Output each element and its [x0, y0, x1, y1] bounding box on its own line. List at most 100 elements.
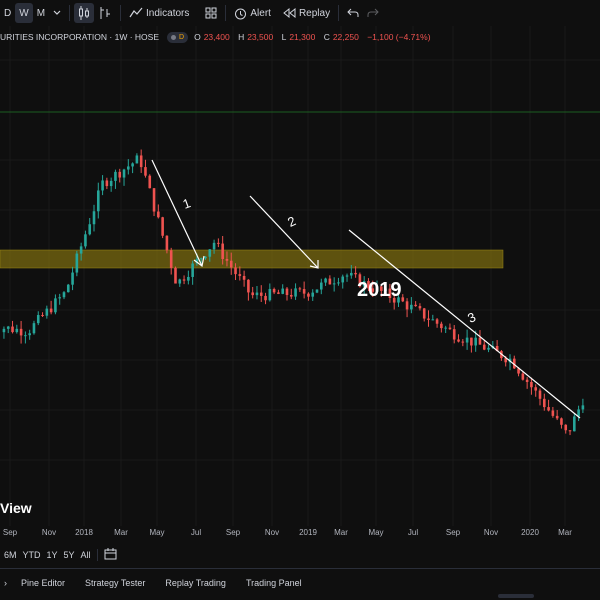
candle-body	[92, 211, 96, 225]
candle-body	[96, 190, 100, 212]
interval-month-button[interactable]: M	[36, 7, 46, 19]
compare-date-icon[interactable]	[104, 548, 118, 562]
toolbar-divider	[120, 5, 122, 21]
time-axis-label: May	[368, 528, 384, 537]
trend-drawings[interactable]	[151, 159, 581, 419]
bottom-panel-tabs: › Pine Editor Strategy Tester Replay Tra…	[0, 568, 600, 596]
ohlc-values: O 23,400 H 23,500 L 21,300 C 22,250 −1,100 (…	[194, 32, 433, 42]
candle-body	[397, 297, 400, 303]
status-dot-icon	[171, 34, 176, 40]
candle-body	[521, 373, 525, 380]
candle-body	[58, 297, 61, 299]
status-badge[interactable]: D	[167, 31, 189, 43]
candle-body	[542, 398, 546, 408]
candle-body	[131, 163, 134, 167]
candle-body	[174, 267, 177, 284]
symbol-title[interactable]: URITIES INCORPORATION · 1W · HOSE	[0, 32, 159, 42]
candle-body	[148, 175, 152, 189]
candle-body	[367, 281, 370, 289]
range-6m-button[interactable]: 6M	[4, 550, 17, 560]
candle-body	[414, 304, 417, 307]
change-value: −1,100 (−4.71%)	[367, 32, 431, 42]
candle-body	[6, 326, 10, 329]
candle-body	[337, 282, 340, 284]
interval-day-button[interactable]: D	[4, 7, 12, 19]
candles-group	[2, 149, 585, 436]
tab-trading-panel[interactable]: Trading Panel	[245, 577, 302, 588]
date-range-bar: 6M YTD 1Y 5Y All	[0, 546, 118, 564]
tab-pine-editor[interactable]: Pine Editor	[21, 577, 66, 588]
wave-2-trendline[interactable]	[249, 195, 319, 269]
interval-week-button[interactable]: W	[15, 3, 33, 23]
range-ytd-button[interactable]: YTD	[22, 550, 41, 560]
candle-body	[114, 171, 117, 181]
support-zone[interactable]	[0, 249, 504, 269]
candle-body	[195, 258, 199, 264]
redo-icon[interactable]	[363, 3, 383, 23]
candle-body	[551, 410, 555, 416]
year-annotation[interactable]: 2019	[357, 279, 402, 301]
candle-body	[457, 339, 460, 342]
candle-body	[199, 258, 203, 260]
tab-replay-trading[interactable]: Replay Trading	[165, 577, 226, 588]
candle-body	[564, 424, 568, 431]
wave-1-arrowhead	[193, 255, 205, 268]
low-value: 21,300	[289, 32, 316, 42]
candle-body	[405, 301, 409, 310]
candle-body	[444, 327, 447, 329]
wave-3-trendline[interactable]	[348, 229, 581, 419]
wave-1-trendline[interactable]	[151, 159, 203, 267]
candle-body	[161, 217, 164, 236]
candle-body	[517, 368, 520, 374]
candle-body	[311, 292, 315, 297]
candle-body	[178, 279, 182, 284]
candle-body	[568, 430, 572, 432]
candle-body	[431, 319, 435, 321]
candle-body	[19, 328, 23, 336]
candle-body	[84, 234, 87, 247]
candles-icon[interactable]	[74, 3, 95, 23]
candle-body	[127, 166, 130, 170]
close-value: 22,250	[332, 32, 359, 42]
candle-body	[75, 253, 79, 273]
candle-body	[345, 275, 349, 277]
candle-body	[328, 278, 332, 285]
candle-body	[62, 292, 66, 298]
candle-body	[448, 327, 452, 330]
candle-body	[122, 169, 126, 178]
panel-resize-handle[interactable]	[498, 594, 534, 598]
candle-body	[354, 272, 357, 275]
tab-strategy-tester[interactable]: Strategy Tester	[85, 577, 146, 588]
range-all-button[interactable]: All	[80, 550, 91, 560]
indicators-button[interactable]: Indicators	[125, 3, 193, 23]
time-axis-label: Mar	[558, 528, 572, 537]
low-key: L	[281, 32, 287, 42]
time-axis-label: Nov	[264, 528, 280, 537]
time-axis-label: 2018	[75, 528, 93, 537]
collapse-panel-chevron-icon[interactable]: ›	[4, 577, 7, 588]
candle-body	[79, 246, 83, 254]
time-axis[interactable]: Sep Nov 2018 Mar May Jul Sep Nov 2019 Mar May Jul Se…	[0, 526, 600, 540]
time-axis-label: 2020	[521, 528, 539, 537]
bar-style-icon[interactable]	[94, 3, 116, 23]
time-axis-label: Jul	[190, 528, 202, 537]
candle-body	[101, 180, 104, 191]
alert-button[interactable]: Alert	[230, 3, 275, 23]
templates-icon[interactable]	[201, 3, 221, 23]
chart-background	[0, 26, 600, 526]
range-1y-button[interactable]: 1Y	[46, 550, 58, 560]
high-key: H	[238, 32, 245, 42]
candle-body	[165, 235, 169, 251]
candle-body	[144, 167, 147, 176]
candle-body	[225, 258, 229, 261]
candle-body	[204, 256, 207, 259]
candle-body	[573, 416, 576, 432]
range-5y-button[interactable]: 5Y	[63, 550, 75, 560]
replay-button[interactable]: Replay	[279, 3, 334, 23]
wave-2-arrowhead	[309, 260, 319, 269]
alert-label: Alert	[250, 7, 271, 19]
undo-icon[interactable]	[343, 3, 363, 23]
interval-dropdown-chevron-icon[interactable]	[49, 3, 65, 23]
candle-body	[362, 281, 366, 287]
